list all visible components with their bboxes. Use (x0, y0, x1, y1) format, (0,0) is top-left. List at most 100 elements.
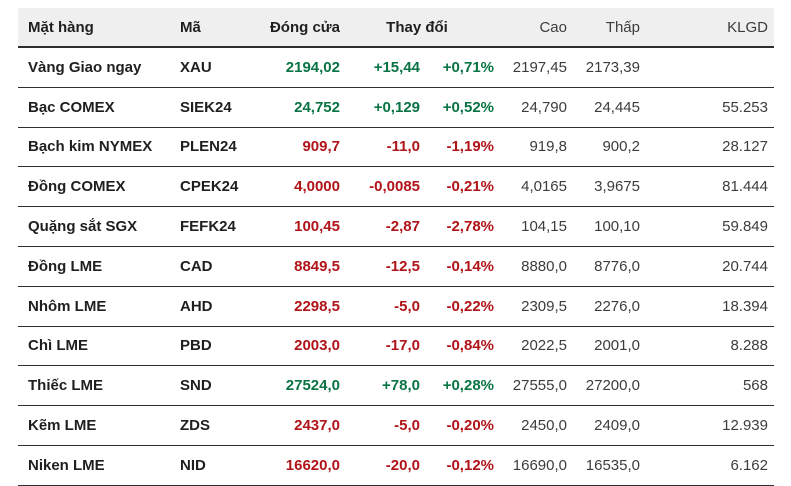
header-code: Mã (180, 18, 201, 36)
commodity-price-table: Mặt hàng Mã Đóng cửa Thay đổi Cao Thấp K… (18, 8, 774, 486)
commodity-code: SND (180, 377, 212, 395)
commodity-code: PBD (180, 337, 212, 355)
header-volume: KLGD (727, 18, 768, 36)
table-row: Đồng LME CAD 8849,5 -12,5 -0,14% 8880,0 … (18, 247, 774, 287)
table-row: Nhôm LME AHD 2298,5 -5,0 -0,22% 2309,5 2… (18, 287, 774, 327)
high-price: 27555,0 (512, 377, 567, 395)
commodity-name: Thiếc LME (28, 377, 104, 395)
volume: 12.939 (722, 417, 768, 435)
change-percent: -1,19% (446, 138, 494, 156)
change-value: -12,5 (385, 257, 420, 275)
close-price: 24,752 (294, 98, 340, 116)
header-low: Thấp (605, 18, 640, 36)
change-percent: +0,71% (442, 58, 494, 76)
commodity-name: Bạc COMEX (28, 98, 115, 116)
volume: 59.849 (722, 218, 768, 236)
change-value: +0,129 (373, 98, 420, 116)
change-percent: -0,22% (446, 297, 494, 315)
close-price: 2298,5 (294, 297, 340, 315)
commodity-code: NID (180, 456, 206, 474)
header-close: Đóng cửa (269, 18, 340, 36)
volume: 81.444 (722, 178, 768, 196)
low-price: 8776,0 (594, 257, 640, 275)
change-value: +15,44 (373, 58, 420, 76)
commodity-code: PLEN24 (180, 138, 237, 156)
commodity-code: XAU (180, 58, 212, 76)
volume: 55.253 (722, 98, 768, 116)
close-price: 16620,0 (285, 456, 340, 474)
table-row: Niken LME NID 16620,0 -20,0 -0,12% 16690… (18, 446, 774, 486)
close-price: 4,0000 (294, 178, 340, 196)
volume: 28.127 (722, 138, 768, 156)
table-row: Bạch kim NYMEX PLEN24 909,7 -11,0 -1,19%… (18, 128, 774, 168)
change-percent: -0,20% (446, 417, 494, 435)
header-high: Cao (539, 18, 567, 36)
low-price: 2173,39 (585, 58, 640, 76)
commodity-name: Chì LME (28, 337, 88, 355)
volume: 18.394 (722, 297, 768, 315)
commodity-code: CAD (180, 257, 213, 275)
high-price: 8880,0 (521, 257, 567, 275)
commodity-code: SIEK24 (180, 98, 232, 116)
high-price: 4,0165 (521, 178, 567, 196)
commodity-name: Vàng Giao ngay (28, 58, 142, 76)
change-value: -11,0 (386, 138, 420, 156)
table-body: Vàng Giao ngay XAU 2194,02 +15,44 +0,71%… (18, 48, 774, 486)
commodity-name: Nhôm LME (28, 297, 107, 315)
change-percent: +0,52% (442, 98, 494, 116)
table-row: Kẽm LME ZDS 2437,0 -5,0 -0,20% 2450,0 24… (18, 406, 774, 446)
high-price: 2450,0 (521, 417, 567, 435)
high-price: 919,8 (529, 138, 567, 156)
table-row: Thiếc LME SND 27524,0 +78,0 +0,28% 27555… (18, 366, 774, 407)
change-value: -2,87 (385, 218, 420, 236)
commodity-name: Bạch kim NYMEX (28, 138, 153, 156)
close-price: 909,7 (302, 138, 340, 156)
high-price: 24,790 (521, 98, 567, 116)
change-value: -0,0085 (369, 178, 420, 196)
low-price: 2409,0 (594, 417, 640, 435)
change-percent: -0,21% (446, 178, 494, 196)
commodity-code: CPEK24 (180, 178, 239, 196)
low-price: 16535,0 (585, 456, 640, 474)
close-price: 2194,02 (285, 58, 340, 76)
change-value: +78,0 (382, 377, 420, 395)
commodity-name: Niken LME (28, 456, 105, 474)
high-price: 2197,45 (512, 58, 567, 76)
close-price: 2437,0 (294, 417, 340, 435)
header-change: Thay đổi (386, 18, 448, 36)
table-row: Bạc COMEX SIEK24 24,752 +0,129 +0,52% 24… (18, 88, 774, 128)
high-price: 2022,5 (521, 337, 567, 355)
low-price: 900,2 (602, 138, 640, 156)
close-price: 27524,0 (285, 377, 340, 395)
change-percent: -2,78% (446, 218, 494, 236)
low-price: 2001,0 (594, 337, 640, 355)
volume: 20.744 (722, 257, 768, 275)
table-row: Đồng COMEX CPEK24 4,0000 -0,0085 -0,21% … (18, 167, 774, 208)
commodity-name: Quặng sắt SGX (28, 218, 138, 236)
table-row: Vàng Giao ngay XAU 2194,02 +15,44 +0,71%… (18, 48, 774, 88)
high-price: 2309,5 (521, 297, 567, 315)
close-price: 2003,0 (294, 337, 340, 355)
high-price: 16690,0 (512, 456, 567, 474)
commodity-code: ZDS (180, 417, 210, 435)
change-value: -20,0 (385, 456, 420, 474)
volume: 8.288 (730, 337, 768, 355)
change-value: -5,0 (394, 417, 420, 435)
commodity-name: Đồng COMEX (28, 178, 126, 196)
header-commodity: Mặt hàng (28, 18, 94, 36)
close-price: 8849,5 (294, 257, 340, 275)
change-percent: +0,28% (442, 377, 494, 395)
table-row: Quặng sắt SGX FEFK24 100,45 -2,87 -2,78%… (18, 207, 774, 247)
commodity-name: Đồng LME (28, 257, 103, 275)
change-percent: -0,84% (446, 337, 494, 355)
low-price: 100,10 (594, 218, 640, 236)
table-header-row: Mặt hàng Mã Đóng cửa Thay đổi Cao Thấp K… (18, 8, 774, 48)
low-price: 3,9675 (594, 178, 640, 196)
commodity-name: Kẽm LME (28, 417, 97, 435)
close-price: 100,45 (294, 218, 340, 236)
commodity-code: FEFK24 (180, 218, 236, 236)
change-value: -17,0 (385, 337, 420, 355)
table-row: Chì LME PBD 2003,0 -17,0 -0,84% 2022,5 2… (18, 327, 774, 367)
commodity-code: AHD (180, 297, 213, 315)
change-percent: -0,14% (446, 257, 494, 275)
